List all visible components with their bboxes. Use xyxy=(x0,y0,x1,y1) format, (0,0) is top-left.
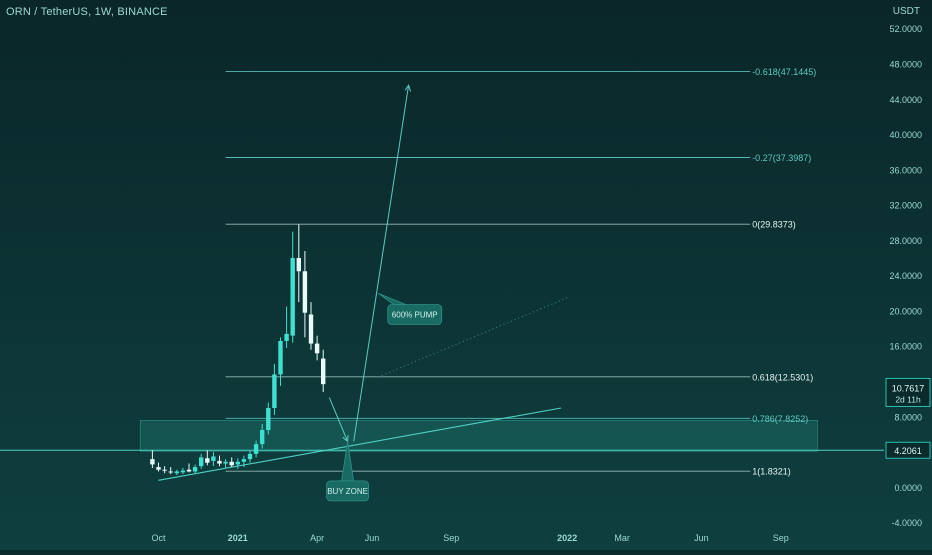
candle-body xyxy=(302,271,308,313)
arrow-down-to-buy-zone xyxy=(328,397,347,441)
x-tick-label: 2022 xyxy=(557,533,577,543)
support-trend-line xyxy=(158,407,562,481)
y-tick-label: 32.0000 xyxy=(889,201,922,211)
fib-level-label: 1(1.8321) xyxy=(752,467,791,477)
callout-box xyxy=(387,304,443,325)
price-tag-value: 10.7617 xyxy=(892,383,925,393)
x-tick-label: Mar xyxy=(614,533,630,543)
x-tick-label: 2021 xyxy=(228,533,248,543)
x-tick-label: Apr xyxy=(310,533,324,543)
callout-text: 600% PUMP xyxy=(392,310,438,319)
buy-zone-rect xyxy=(139,420,818,452)
y-tick-label: 36.0000 xyxy=(889,165,922,175)
y-tick-label: 40.0000 xyxy=(889,130,922,140)
candle-body xyxy=(266,407,271,431)
candle-body xyxy=(314,343,320,354)
candle-body xyxy=(205,458,210,463)
candle-body xyxy=(235,461,240,465)
level-tag-box xyxy=(885,441,931,459)
callout-text: BUY ZONE xyxy=(327,487,368,496)
candle-body xyxy=(290,258,295,336)
y-tick-label: 44.0000 xyxy=(889,95,922,105)
y-tick-label: -4.0000 xyxy=(891,518,922,528)
y-tick-label: 0.0000 xyxy=(894,483,922,493)
price-tag-box xyxy=(885,377,931,407)
candle-body xyxy=(253,444,259,454)
x-tick-label: Jun xyxy=(694,533,709,543)
candle-body xyxy=(272,374,277,408)
arrow-up-pump xyxy=(353,85,409,442)
candle-body xyxy=(223,461,228,464)
candle-body xyxy=(260,430,265,445)
level-tag-value: 4.2061 xyxy=(894,446,922,456)
candle-body xyxy=(186,469,192,472)
y-axis-unit: USDT xyxy=(892,6,920,17)
candle-body xyxy=(211,456,216,461)
chart-title: ORN / TetherUS, 1W, BINANCE xyxy=(6,6,168,18)
y-tick-label: 28.0000 xyxy=(889,236,922,246)
fib-level-label: -0.27(37.3987) xyxy=(752,153,811,163)
candle-body xyxy=(284,333,289,341)
candle-body xyxy=(308,314,314,344)
fib-level-label: 0.786(7.8252) xyxy=(752,414,808,424)
candle-body xyxy=(217,460,222,464)
candle-body xyxy=(321,358,326,385)
candle-body xyxy=(168,471,173,473)
x-tick-label: Jun xyxy=(365,533,380,543)
candle-body xyxy=(229,461,234,466)
candle-body xyxy=(156,467,161,470)
y-tick-label: 16.0000 xyxy=(889,342,922,352)
candle-body xyxy=(150,459,155,465)
candle-body xyxy=(192,467,198,472)
callout-box xyxy=(326,480,370,502)
y-tick-label: 8.0000 xyxy=(894,412,922,422)
fib-level-label: 0.618(12.5301) xyxy=(752,372,813,382)
candle-body xyxy=(247,453,253,460)
candle-body xyxy=(241,459,247,462)
x-tick-label: Oct xyxy=(151,533,166,543)
candle-body xyxy=(162,469,167,471)
candle-body xyxy=(296,258,301,272)
x-tick-label: Sep xyxy=(773,533,789,543)
y-tick-label: 20.0000 xyxy=(889,306,922,316)
fib-level-label: 0(29.8373) xyxy=(752,220,796,230)
fib-level-label: -0.618(47.1445) xyxy=(752,67,816,77)
y-tick-label: 52.0000 xyxy=(889,24,922,34)
candle-body xyxy=(174,471,179,474)
y-tick-label: 48.0000 xyxy=(889,60,922,70)
price-tag-countdown: 2d 11h xyxy=(895,394,921,404)
candle-body xyxy=(278,340,283,375)
x-tick-label: Sep xyxy=(443,533,459,543)
candle-body xyxy=(180,470,186,473)
candle-body xyxy=(199,457,204,467)
y-tick-label: 24.0000 xyxy=(889,271,922,281)
